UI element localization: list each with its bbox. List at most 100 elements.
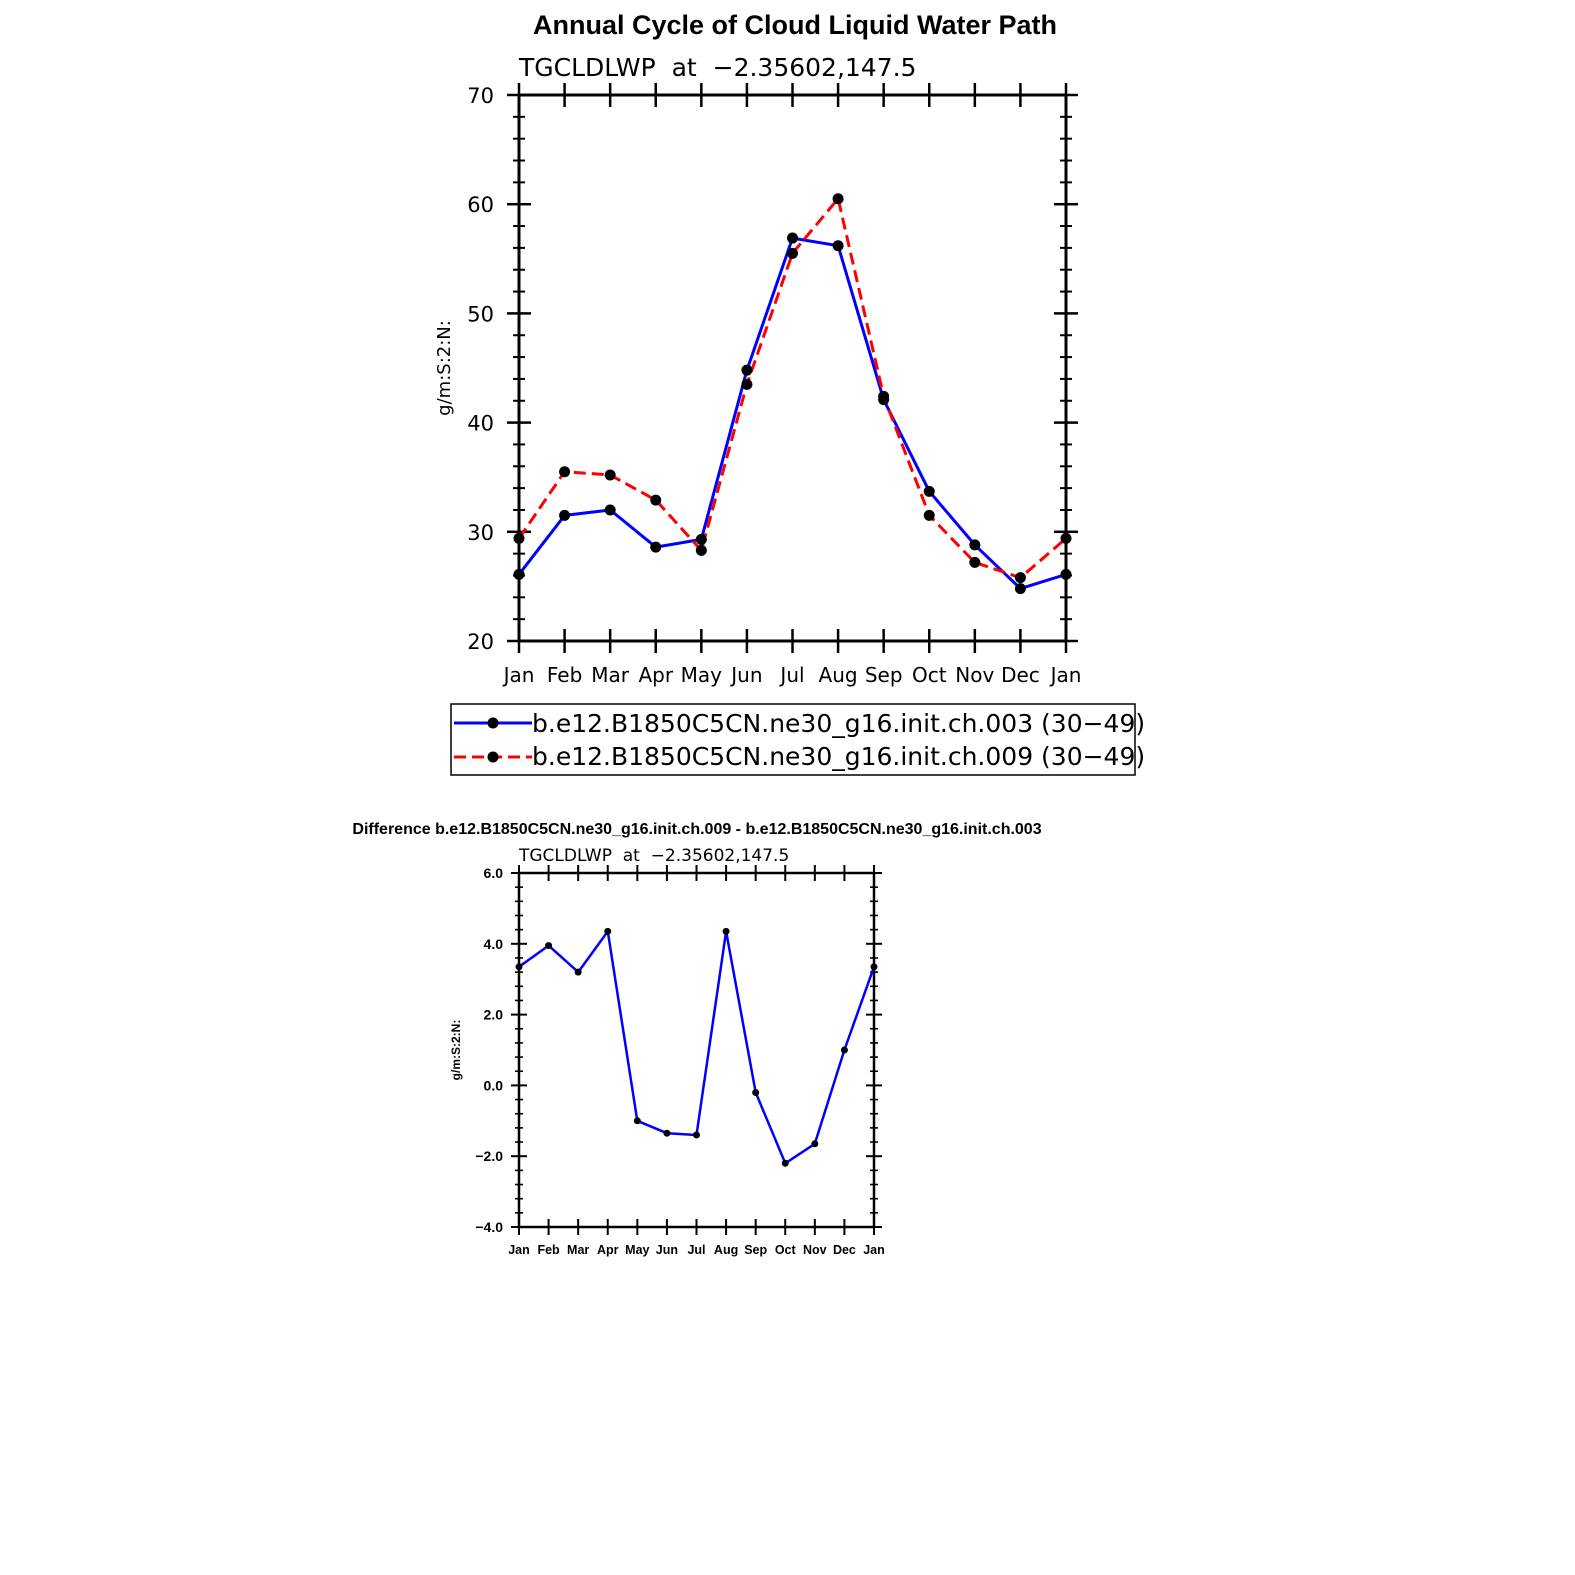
x-tick-label-mar: Mar (591, 663, 630, 687)
y-tick-label: 40 (467, 412, 494, 436)
data-point-series-1 (604, 504, 616, 516)
legend-marker-series-2 (487, 751, 499, 763)
chart1-series (513, 193, 1072, 595)
data-point-series-2 (695, 544, 707, 556)
data-point-series-2 (513, 532, 525, 544)
x-tick-label-nov: Nov (955, 663, 994, 687)
chart1-title: Annual Cycle of Cloud Liquid Water Path (533, 10, 1057, 40)
y-tick-label: 2.0 (484, 1007, 504, 1023)
data-point-series-1 (969, 539, 981, 551)
chart1-legend: b.e12.B1850C5CN.ne30_g16.init.ch.003 (30… (450, 703, 1145, 776)
x-tick-label-aug: Aug (714, 1243, 738, 1257)
data-point-series-1 (695, 533, 707, 545)
y-tick-label: 50 (467, 302, 494, 326)
series-line-1 (518, 930, 876, 1165)
data-point-series-1 (741, 364, 753, 376)
data-point-series-1 (752, 1088, 760, 1096)
data-point-series-2 (923, 509, 935, 521)
data-point-series-1 (781, 1159, 789, 1167)
series-line-1 (517, 236, 1067, 591)
data-point-series-1 (923, 485, 935, 497)
chart1-ylabel: g/m:S:2:N: (434, 320, 455, 416)
y-tick-label: 70 (467, 84, 494, 108)
data-point-series-1 (604, 927, 612, 935)
data-point-series-2 (1060, 532, 1072, 544)
data-point-series-1 (633, 1117, 641, 1125)
data-point-series-1 (1060, 568, 1072, 580)
chart2-subtitle: TGCLDLWP at −2.35602,147.5 (518, 846, 789, 866)
chart2-ylabel: g/m:S:2:N: (449, 1020, 463, 1081)
annual-cycle-chart: Annual Cycle of Cloud Liquid Water Path … (434, 10, 1145, 776)
x-tick-label-jul: Jul (778, 663, 804, 687)
data-point-series-2 (604, 469, 616, 481)
x-tick-label-jan: Jan (508, 1243, 530, 1257)
x-tick-label-dec: Dec (1001, 663, 1040, 687)
y-tick-label: 6.0 (484, 865, 504, 881)
y-tick-label: 60 (467, 193, 494, 217)
chart1-subtitle: TGCLDLWP at −2.35602,147.5 (518, 53, 916, 82)
x-tick-label-sep: Sep (744, 1243, 767, 1257)
chart2-x-tick-labels: Jan Feb Mar Apr May Jun Jul Aug Sep Oct Nov Dec Jan (508, 1243, 885, 1257)
data-point-series-2 (1014, 572, 1026, 584)
data-point-series-2 (878, 390, 890, 402)
x-tick-label-jun: Jun (729, 663, 762, 687)
data-point-series-2 (741, 378, 753, 390)
x-tick-label-jan: Jan (1049, 663, 1082, 687)
x-tick-label-may: May (625, 1243, 649, 1257)
x-tick-label-jul: Jul (687, 1243, 705, 1257)
chart2-plot-frame (517, 871, 876, 1229)
data-point-series-2 (969, 556, 981, 568)
difference-chart: Difference b.e12.B1850C5CN.ne30_g16.init… (352, 821, 1041, 1257)
data-point-series-2 (787, 247, 798, 259)
data-point-series-1 (870, 963, 878, 971)
chart1-plot-frame (517, 93, 1068, 643)
data-point-series-1 (722, 927, 730, 935)
x-tick-label-aug: Aug (819, 663, 858, 687)
legend-box (450, 703, 1136, 776)
y-tick-label: 4.0 (484, 936, 504, 952)
x-tick-label-nov: Nov (803, 1243, 827, 1257)
data-point-series-1 (811, 1140, 819, 1148)
x-tick-label-apr: Apr (638, 663, 673, 687)
chart1-x-tick-labels: Jan Feb Mar Apr May Jun Jul Aug Sep Oct Nov Dec Jan (502, 663, 1082, 687)
data-point-series-1 (513, 568, 525, 580)
x-tick-label-sep: Sep (865, 663, 903, 687)
x-tick-label-dec: Dec (833, 1243, 856, 1257)
y-tick-label: −2.0 (475, 1148, 503, 1164)
chart2-title: Difference b.e12.B1850C5CN.ne30_g16.init… (352, 821, 1041, 838)
x-tick-label-jun: Jun (656, 1243, 678, 1257)
data-point-series-1 (1014, 583, 1026, 595)
data-point-series-1 (545, 942, 553, 950)
x-tick-label-mar: Mar (567, 1243, 589, 1257)
x-tick-label-may: May (681, 663, 723, 687)
legend-marker-series-1 (487, 717, 499, 729)
x-tick-label-jan: Jan (502, 663, 535, 687)
data-point-series-1 (840, 1046, 848, 1054)
y-tick-label: 30 (467, 521, 494, 545)
chart2-series (515, 927, 878, 1167)
y-tick-label: −4.0 (475, 1219, 503, 1235)
x-tick-label-jan: Jan (863, 1243, 885, 1257)
data-point-series-2 (832, 193, 844, 205)
data-point-series-1 (559, 509, 571, 521)
data-point-series-1 (693, 1131, 700, 1139)
legend-label-series-1: b.e12.B1850C5CN.ne30_g16.init.ch.003 (30… (532, 709, 1145, 738)
data-point-series-1 (650, 541, 662, 553)
legend-label-series-2: b.e12.B1850C5CN.ne30_g16.init.ch.009 (30… (532, 742, 1145, 771)
x-tick-label-oct: Oct (912, 663, 947, 687)
x-tick-label-apr: Apr (597, 1243, 619, 1257)
data-point-series-1 (515, 963, 523, 971)
data-point-series-2 (650, 494, 662, 506)
chart2-ticks (511, 865, 882, 1235)
data-point-series-1 (663, 1129, 671, 1137)
chart1-ticks (507, 83, 1078, 653)
y-tick-label: 0.0 (484, 1077, 504, 1093)
data-point-series-1 (787, 232, 798, 244)
x-tick-label-feb: Feb (547, 663, 582, 687)
data-point-series-1 (574, 968, 582, 976)
chart1-y-tick-labels: 20 30 40 50 60 70 (467, 84, 494, 654)
data-point-series-1 (832, 240, 844, 252)
x-tick-label-oct: Oct (775, 1243, 797, 1257)
y-tick-label: 20 (467, 630, 494, 654)
